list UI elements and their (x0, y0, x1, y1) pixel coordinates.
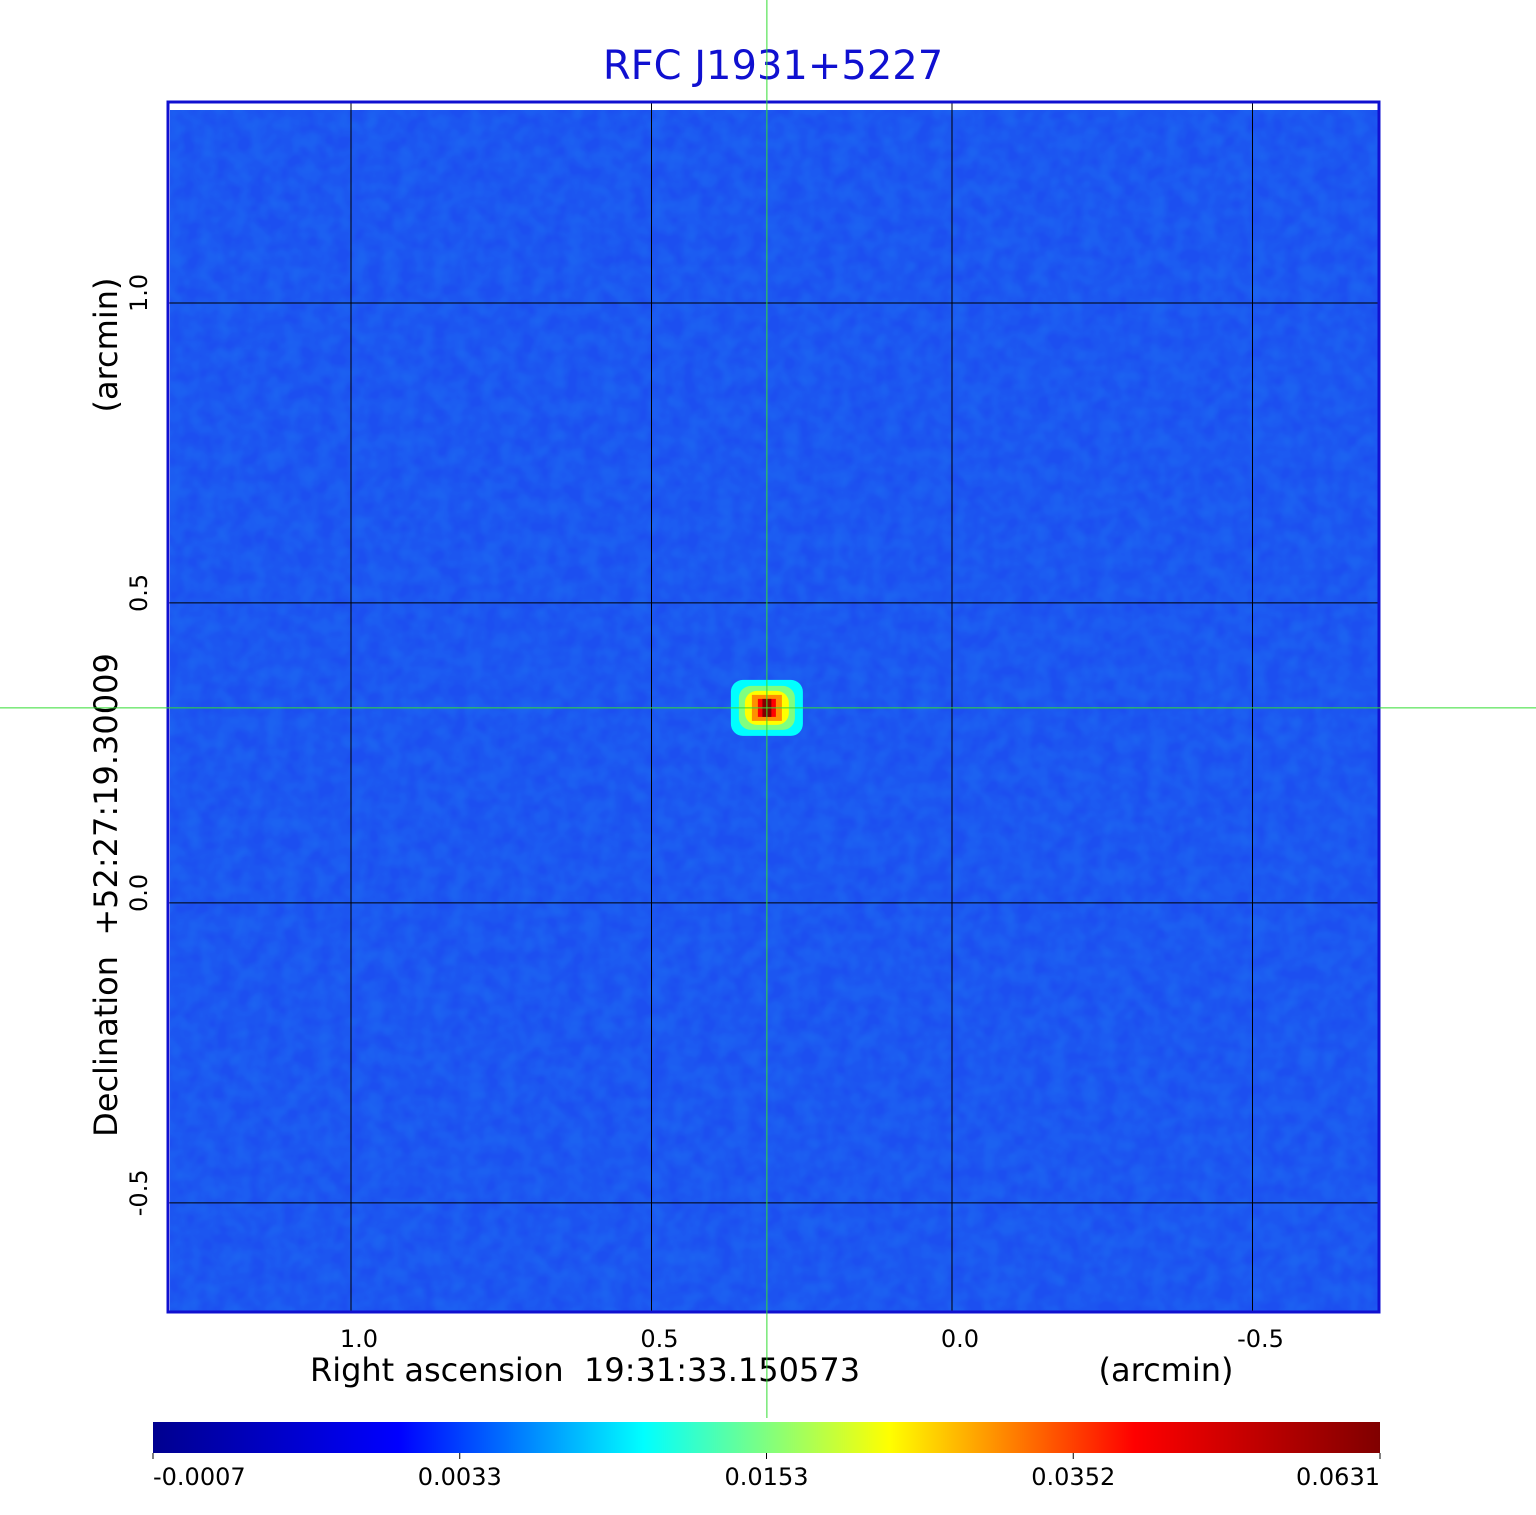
x-tick-label: 0.5 (640, 1325, 678, 1353)
y-tick-label: -0.5 (125, 1169, 153, 1216)
y-axis-unit: (arcmin) (87, 278, 125, 413)
colorbar (153, 1422, 1380, 1453)
y-tick-label: 1.0 (125, 274, 153, 312)
colorbar-tick-label: 0.0153 (725, 1463, 809, 1491)
colorbar-tick-label: 0.0631 (1296, 1463, 1380, 1491)
frame (166, 100, 1381, 1314)
colorbar-tick-label: 0.0352 (1031, 1463, 1115, 1491)
chart-title: RFC J1931+5227 (603, 43, 943, 89)
x-tick-label: 1.0 (340, 1325, 378, 1353)
y-tick-label: 0.0 (125, 874, 153, 912)
x-tick-label: 0.0 (941, 1325, 979, 1353)
y-axis-label: Declination +52:27:19.30009 (87, 653, 125, 1137)
x-tick-label: -0.5 (1237, 1325, 1284, 1353)
colorbar-tick-label: -0.0007 (153, 1463, 246, 1491)
x-axis-unit: (arcmin) (1099, 1351, 1234, 1389)
y-tick-label: 0.5 (125, 574, 153, 612)
colorbar-tick-label: 0.0033 (418, 1463, 502, 1491)
x-axis-label: Right ascension 19:31:33.150573 (310, 1351, 860, 1389)
